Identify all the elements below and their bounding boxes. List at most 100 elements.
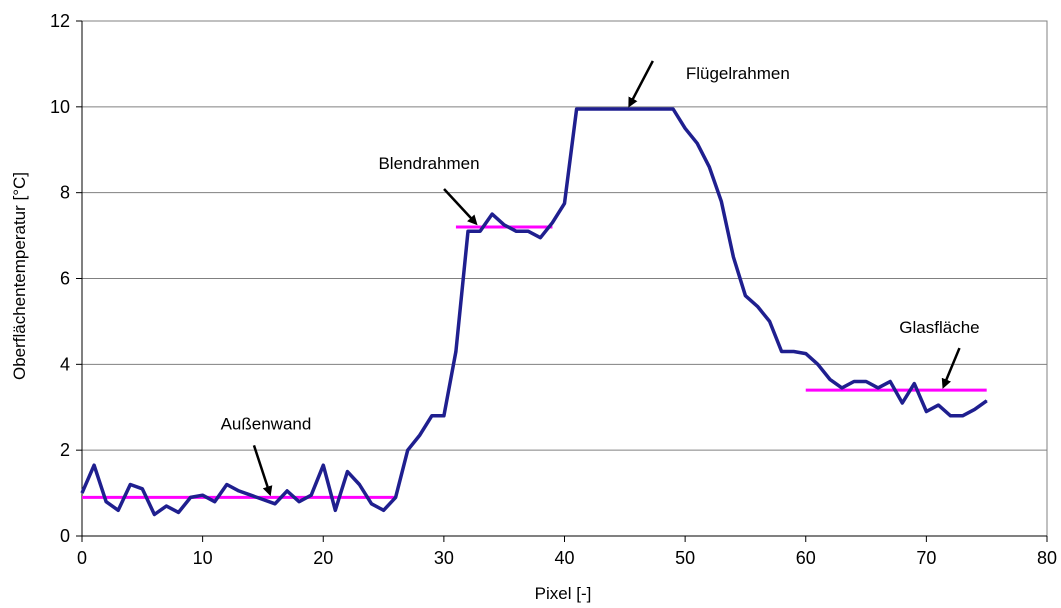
data-point [153,513,155,516]
data-point [684,127,686,129]
data-point [636,108,638,110]
x-axis-title: Pixel [-] [535,584,592,603]
data-point [877,387,879,389]
data-point [322,464,324,466]
data-point [527,230,529,232]
data-point [961,415,964,417]
data-point [467,230,469,232]
data-point [503,224,505,226]
data-point [853,380,855,383]
data-point [768,320,771,323]
series-line [80,107,988,517]
data-point [443,415,445,417]
data-point [600,108,602,110]
data-point [720,200,722,202]
data-point [479,230,481,232]
annotation-label: Außenwand [221,414,312,433]
data-point [817,363,819,365]
x-tick-label: 10 [193,548,213,568]
data-point [141,488,143,490]
data-point [274,503,276,505]
data-point [310,494,312,496]
data-point [551,222,554,224]
data-point [672,108,674,110]
data-point [395,496,397,498]
data-point [913,383,915,385]
data-point [696,142,698,144]
data-point [346,471,348,473]
data-point [829,378,831,380]
data-point [370,503,373,505]
x-tick-label: 30 [434,548,454,568]
data-point [515,230,517,232]
data-point [129,483,131,486]
data-point [93,464,95,466]
y-tick-label: 2 [60,440,70,460]
data-point [781,350,783,353]
data-point [358,483,361,486]
x-tick-label: 70 [916,548,936,568]
y-axis-title: Oberflächentemperatur [°C] [10,172,29,380]
data-point [238,490,240,492]
y-tick-label: 12 [50,11,70,31]
data-point [732,256,734,258]
axes [76,20,1048,542]
data-point [901,402,903,404]
data-point [889,380,891,383]
data-point [298,501,300,503]
data-point [744,295,747,297]
data-point [202,494,204,496]
data-point [539,237,541,239]
series [80,107,988,517]
y-tick-label: 10 [50,97,70,117]
data-point [563,202,566,204]
data-point [612,108,614,110]
x-tick-label: 60 [796,548,816,568]
y-tick-label: 4 [60,354,70,374]
reference-lines [82,107,987,499]
data-point [841,387,843,389]
x-tick-label: 40 [554,548,574,568]
data-point [431,415,433,417]
data-point [648,108,650,110]
data-point [925,410,927,413]
data-point [986,400,988,402]
data-point [177,511,180,513]
data-point [286,490,288,492]
x-tick-label: 50 [675,548,695,568]
data-point [262,498,264,501]
annotation-label: Blendrahmen [378,154,479,173]
data-point [708,166,710,168]
data-point [756,305,759,307]
annotation-arrow [628,60,654,108]
data-point [974,408,976,410]
y-tick-label: 0 [60,526,70,546]
data-point [165,505,168,507]
data-point [660,108,662,110]
data-point [624,108,626,110]
y-tick-label: 6 [60,269,70,289]
data-point [407,449,409,451]
annotations: Außenwand Blendrahmen Flügelrahmen Glasfläc… [221,60,980,497]
annotation-arrow [941,347,961,389]
data-point [937,404,940,406]
annotation-label: Glasfläche [899,318,979,337]
annotation-label: Flügelrahmen [686,64,790,83]
data-point [805,353,807,355]
annotation-arrow [252,444,273,497]
x-tick-label: 80 [1037,548,1057,568]
data-point [117,509,119,511]
data-point [949,415,952,417]
data-point [793,350,795,353]
data-point [588,108,590,110]
data-point [105,501,107,503]
data-point [575,108,578,110]
data-point [455,350,457,353]
data-point [419,434,421,436]
data-point [250,494,252,496]
data-point [214,501,216,503]
x-tick-label: 20 [313,548,333,568]
data-point [226,483,228,486]
